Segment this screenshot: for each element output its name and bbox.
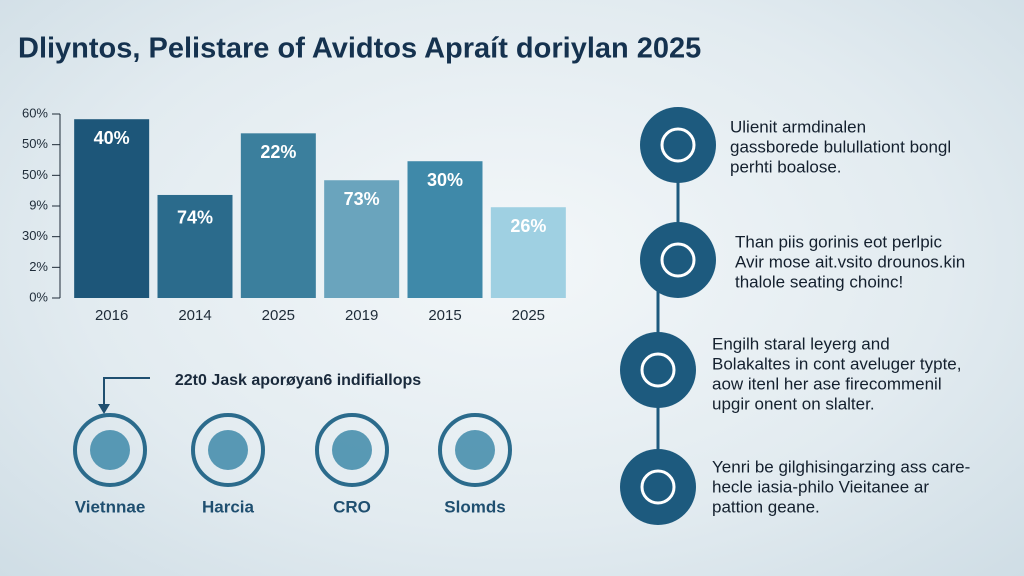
icon-ring [73,413,147,487]
y-tick-label: 2% [29,259,48,274]
y-tick-label: 60% [22,105,48,120]
bar [157,194,233,298]
step-icon [640,107,716,183]
x-tick-label: 2015 [428,307,461,324]
arrow [103,377,150,410]
bar [74,119,150,298]
bar [240,133,316,298]
step-icon [620,449,696,525]
y-tick-label: 50% [22,136,48,151]
bar [324,180,400,298]
step-text: Ulienit armdinalen [730,117,866,136]
bar [490,207,566,298]
step-text: Than piis gorinis eot perlpic [735,232,942,251]
x-tick-label: 2025 [512,307,545,324]
y-tick-label: 50% [22,167,48,182]
y-tick-label: 9% [29,197,48,212]
icon-core [332,430,372,470]
y-tick-label: 0% [29,289,48,304]
step-text: Bolakaltes in cont aveluger typte, [712,354,961,373]
step-text: Yenri be gilghisingarzing ass care- [712,457,970,476]
icon-core [208,430,248,470]
x-tick-label: 2025 [262,307,295,324]
bar-text: 26% [510,216,546,236]
section-heading: 22t0 Jask aporøyan6 indifiallops [175,372,421,389]
step-icon-inner [640,469,676,505]
step-text: Engilh staral leyerg and [712,334,890,353]
bar-text: 73% [344,189,380,209]
step-text: aow itenl her ase firecommenil [712,374,942,393]
arrow-head [98,404,110,414]
icon-core [90,430,130,470]
bar [407,161,483,298]
icon-core [455,430,495,470]
title: Dliyntos, Pelistare of Avidtos Apraít do… [18,33,701,65]
step-icon-inner [660,127,696,163]
step-text: gassborede bulullationt bongl [730,137,951,156]
bar-text: 22% [260,142,296,162]
icon-ring [315,413,389,487]
bar-text: 30% [427,170,463,190]
x-tick-label: 2014 [178,307,211,324]
icon-label: Harcia [202,497,255,516]
x-tick-label: 2019 [345,307,378,324]
step-icon [620,332,696,408]
step-text: thalole seating choinc! [735,272,903,291]
step-icon-inner [640,352,676,388]
icon-label: Slomds [444,497,505,516]
x-tick-label: 2016 [95,307,128,324]
step-text: hecle iasia-philo Vieitanee ar [712,477,929,496]
step-text: Avir mose ait.vsito drounos.kin [735,252,965,271]
bar-text: 74% [177,208,213,228]
step-text: perhti boalose. [730,157,842,176]
y-tick-label: 30% [22,228,48,243]
step-text: pattion geane. [712,497,820,516]
icon-label: Vietnnae [75,497,146,516]
step-text: upgir onent on slalter. [712,394,875,413]
bar-text: 40% [94,128,130,148]
icon-ring [191,413,265,487]
icon-ring [438,413,512,487]
step-icon [640,222,716,298]
step-icon-inner [660,242,696,278]
icon-label: CRO [333,497,371,516]
